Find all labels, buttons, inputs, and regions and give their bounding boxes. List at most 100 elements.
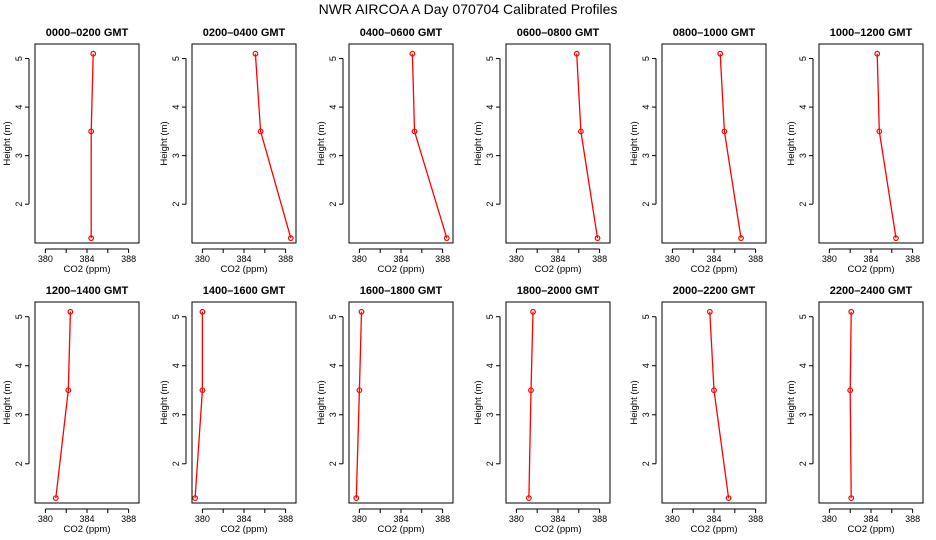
plot-frame <box>34 301 140 504</box>
y-tick-label: 2 <box>14 461 24 466</box>
x-axis-label: CO2 (ppm) <box>535 264 582 275</box>
data-point <box>257 128 264 135</box>
plot-frame <box>34 43 140 244</box>
y-axis-label: Height (m) <box>473 380 484 424</box>
plot-frame <box>661 301 767 504</box>
data-point <box>848 495 855 501</box>
data-point <box>88 235 95 242</box>
panel-2: 0200–0400 GMT 380 384 388 CO2 (ppm) 2 3 4 5 Heigh… <box>159 27 297 275</box>
profile-line <box>194 311 204 499</box>
x-tick-label: 384 <box>706 254 721 264</box>
x-tick-label: 388 <box>748 514 763 524</box>
x-tick-label: 380 <box>665 514 680 524</box>
y-axis-label: Height (m) <box>2 380 13 424</box>
panel-title: 0800–1000 GMT <box>673 27 756 39</box>
panel-title: 0400–0600 GMT <box>360 27 443 39</box>
data-point <box>358 308 365 315</box>
x-tick-label: 388 <box>121 514 136 524</box>
y-tick-label: 4 <box>485 363 495 368</box>
data-point <box>874 50 881 57</box>
y-tick-label: 2 <box>641 202 651 207</box>
x-axis-label: CO2 (ppm) <box>378 524 425 535</box>
data-point <box>67 308 74 315</box>
x-tick-label: 388 <box>592 514 607 524</box>
data-point <box>443 235 450 242</box>
y-tick-label: 4 <box>328 363 338 368</box>
data-point <box>847 387 854 394</box>
y-axis-label: Height (m) <box>473 121 484 165</box>
data-point <box>573 50 580 57</box>
panel-title: 1600–1800 GMT <box>360 285 443 297</box>
data-point <box>577 128 584 135</box>
y-tick-label: 5 <box>641 56 651 61</box>
y-tick-label: 4 <box>641 105 651 110</box>
x-tick-label: 380 <box>195 514 210 524</box>
y-tick-label: 2 <box>641 461 651 466</box>
y-tick-label: 5 <box>14 314 24 319</box>
y-tick-label: 3 <box>641 412 651 417</box>
x-axis-label: CO2 (ppm) <box>378 264 425 275</box>
panel-title: 0600–0800 GMT <box>517 27 600 39</box>
y-axis-label: Height (m) <box>629 380 640 424</box>
profile-line <box>849 311 852 499</box>
x-tick-label: 388 <box>278 254 293 264</box>
x-tick-label: 384 <box>550 254 565 264</box>
y-tick-label: 3 <box>171 412 181 417</box>
y-tick-label: 3 <box>328 153 338 158</box>
y-tick-label: 3 <box>641 153 651 158</box>
y-tick-label: 4 <box>641 363 651 368</box>
y-tick-label: 5 <box>171 56 181 61</box>
profile-line <box>355 311 363 499</box>
data-point <box>717 50 724 57</box>
y-tick-label: 3 <box>14 153 24 158</box>
profile-line <box>411 53 448 239</box>
x-axis-label: CO2 (ppm) <box>848 524 895 535</box>
data-point <box>52 495 59 501</box>
profile-line <box>719 53 742 239</box>
plot-frame <box>505 43 611 244</box>
panel-4: 0600–0800 GMT 380 384 388 CO2 (ppm) 2 3 4 5 Heigh… <box>473 27 611 275</box>
x-axis-label: CO2 (ppm) <box>64 264 111 275</box>
y-tick-label: 4 <box>171 105 181 110</box>
x-tick-label: 380 <box>822 254 837 264</box>
x-tick-label: 380 <box>822 514 837 524</box>
x-tick-label: 388 <box>121 254 136 264</box>
x-tick-label: 380 <box>38 254 53 264</box>
data-point <box>252 50 259 57</box>
x-tick-label: 388 <box>592 254 607 264</box>
y-tick-label: 5 <box>485 56 495 61</box>
x-tick-label: 384 <box>393 254 408 264</box>
x-tick-label: 384 <box>706 514 721 524</box>
y-tick-label: 2 <box>798 202 808 207</box>
panel-11: 2000–2200 GMT 380 384 388 CO2 (ppm) 2 3 4 5 Heigh… <box>629 285 767 535</box>
y-tick-label: 5 <box>641 314 651 319</box>
data-point <box>711 387 717 394</box>
x-axis-label: CO2 (ppm) <box>221 264 268 275</box>
data-point <box>721 128 728 135</box>
profile-line <box>254 53 292 239</box>
x-tick-label: 388 <box>905 514 920 524</box>
x-tick-label: 384 <box>393 514 408 524</box>
y-tick-label: 2 <box>171 461 181 466</box>
x-tick-label: 384 <box>79 254 94 264</box>
y-axis-label: Height (m) <box>316 121 327 165</box>
x-tick-label: 384 <box>863 514 878 524</box>
panel-title: 2200–2400 GMT <box>830 285 913 297</box>
plot-frame <box>505 301 611 504</box>
x-tick-label: 380 <box>195 254 210 264</box>
x-tick-label: 388 <box>278 514 293 524</box>
panel-6: 1000–1200 GMT 380 384 388 CO2 (ppm) 2 3 4 5 Heigh… <box>786 27 924 275</box>
y-tick-label: 5 <box>171 314 181 319</box>
panel-9: 1600–1800 GMT 380 384 388 CO2 (ppm) 2 3 4 5 Heigh… <box>316 285 454 535</box>
x-tick-label: 380 <box>352 514 367 524</box>
data-point <box>594 235 601 242</box>
x-axis-label: CO2 (ppm) <box>691 264 738 275</box>
data-point <box>848 308 855 315</box>
profile-line <box>576 53 599 239</box>
y-tick-label: 2 <box>485 202 495 207</box>
panel-10: 1800–2000 GMT 380 384 388 CO2 (ppm) 2 3 4 5 Heigh… <box>473 285 611 535</box>
profile-line <box>528 311 534 499</box>
profile-line <box>55 311 72 499</box>
y-axis-label: Height (m) <box>786 121 797 165</box>
y-tick-label: 5 <box>798 56 808 61</box>
